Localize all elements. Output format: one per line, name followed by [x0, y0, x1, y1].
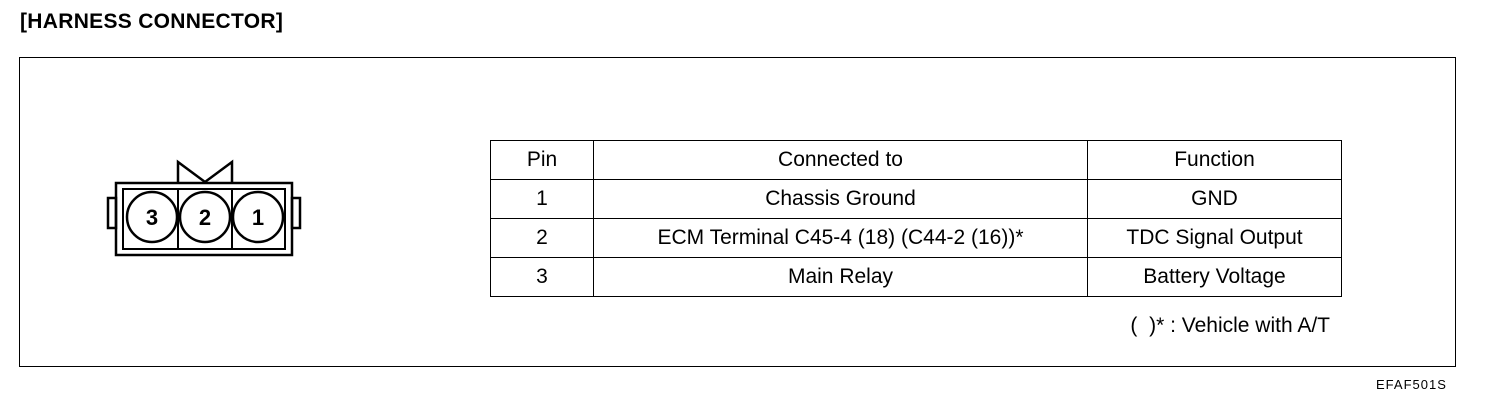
cell-connected-to: ECM Terminal C45-4 (18) (C44-2 (16))* — [593, 218, 1088, 258]
figure-code: EFAF501S — [1376, 377, 1447, 392]
diagram-frame — [19, 57, 1456, 367]
footnote: ( )* : Vehicle with A/T — [1130, 314, 1330, 337]
connector-key — [176, 159, 234, 184]
table-row: 1 Chassis Ground GND — [490, 179, 1342, 219]
cell-pin: 3 — [490, 257, 594, 297]
cell-function: GND — [1087, 179, 1342, 219]
table-row: 2 ECM Terminal C45-4 (18) (C44-2 (16))* … — [490, 218, 1342, 258]
table-header-row: Pin Connected to Function — [490, 140, 1342, 180]
cell-pin: 1 — [490, 179, 594, 219]
cell-function: Battery Voltage — [1087, 257, 1342, 297]
header-pin: Pin — [490, 140, 594, 180]
header-function: Function — [1087, 140, 1342, 180]
pin-2 — [178, 190, 232, 244]
cell-connected-to: Main Relay — [593, 257, 1088, 297]
connector-diagram: 3 2 1 — [106, 159, 302, 257]
left-latch — [106, 196, 118, 230]
section-title: [HARNESS CONNECTOR] — [20, 10, 284, 33]
pin-label: 3 — [146, 205, 158, 230]
pin-label: 1 — [252, 205, 264, 230]
cell-function: TDC Signal Output — [1087, 218, 1342, 258]
header-connected-to: Connected to — [593, 140, 1088, 180]
pin-1 — [231, 190, 285, 244]
pin-3 — [125, 190, 179, 244]
right-latch — [290, 196, 302, 230]
pin-label: 2 — [199, 205, 211, 230]
cell-pin: 2 — [490, 218, 594, 258]
cell-connected-to: Chassis Ground — [593, 179, 1088, 219]
table-row: 3 Main Relay Battery Voltage — [490, 257, 1342, 297]
pin-table: Pin Connected to Function 1 Chassis Grou… — [490, 140, 1342, 297]
